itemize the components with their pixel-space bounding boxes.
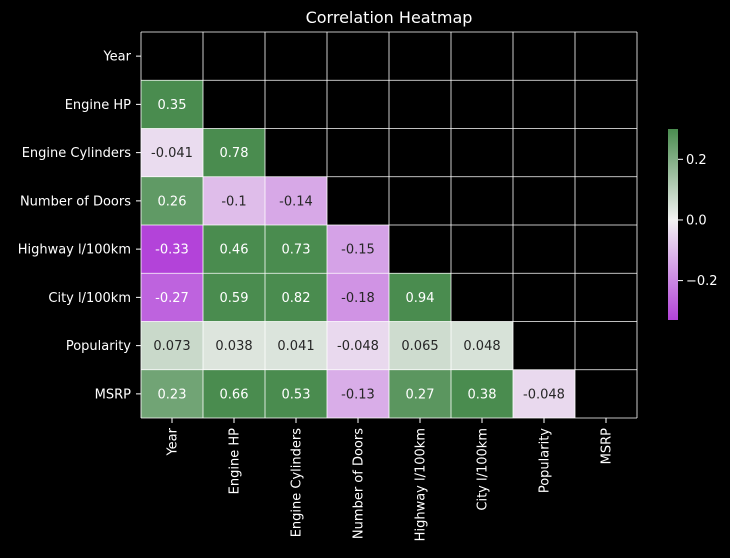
cell-value-label: 0.66 bbox=[220, 387, 249, 402]
colorbar-gradient bbox=[668, 129, 678, 320]
colorbar-tick-label: 0.0 bbox=[686, 213, 707, 228]
cell-value-label: 0.065 bbox=[401, 339, 438, 354]
heatmap-cell bbox=[141, 80, 203, 129]
cell-value-label: -0.1 bbox=[221, 194, 246, 209]
cell-value-label: 0.73 bbox=[282, 243, 311, 258]
cell-value-label: 0.038 bbox=[215, 339, 252, 354]
x-axis: Year Engine HP Engine Cylinders Number of D… bbox=[166, 418, 615, 541]
colorbar-tick-label: −0.2 bbox=[686, 274, 718, 289]
cell-value-label: 0.82 bbox=[282, 291, 311, 306]
heatmap-cell bbox=[327, 369, 389, 418]
cell-value-label: 0.35 bbox=[158, 98, 187, 113]
y-tick-label: Year bbox=[102, 50, 131, 65]
chart-title: Correlation Heatmap bbox=[306, 8, 473, 27]
heatmap-cell bbox=[265, 273, 327, 322]
heatmap-gridlines bbox=[140, 31, 638, 419]
cell-value-label: -0.048 bbox=[337, 339, 379, 354]
x-tick-label: Engine Cylinders bbox=[290, 428, 305, 538]
cell-value-label: 0.94 bbox=[406, 291, 435, 306]
heatmap-cell bbox=[389, 273, 451, 322]
cell-value-label: 0.073 bbox=[153, 339, 190, 354]
colorbar: 0.2 0.0 −0.2 bbox=[668, 129, 718, 320]
heatmap-cell bbox=[451, 369, 513, 418]
heatmap-cell bbox=[141, 176, 203, 225]
heatmap-cell bbox=[265, 176, 327, 225]
heatmap-cell bbox=[513, 369, 575, 418]
x-tick-label: Highway l/100km bbox=[414, 428, 429, 541]
heatmap-cell bbox=[141, 225, 203, 274]
cell-value-label: -0.14 bbox=[279, 194, 313, 209]
cell-value-label: 0.26 bbox=[158, 194, 187, 209]
heatmap-cell bbox=[203, 369, 265, 418]
cell-value-label: -0.13 bbox=[341, 387, 375, 402]
cell-value-label: 0.041 bbox=[277, 339, 314, 354]
heatmap-cell bbox=[141, 273, 203, 322]
heatmap-cell bbox=[203, 128, 265, 177]
y-tick-label: Engine Cylinders bbox=[22, 146, 132, 161]
cell-value-label: 0.78 bbox=[220, 146, 249, 161]
cell-value-label: -0.33 bbox=[155, 243, 189, 258]
heatmap-cell bbox=[265, 369, 327, 418]
y-tick-label: Number of Doors bbox=[20, 194, 131, 209]
heatmap-cell bbox=[389, 369, 451, 418]
cell-value-label: -0.27 bbox=[155, 291, 189, 306]
heatmap-cell bbox=[203, 273, 265, 322]
x-tick-label: City l/100km bbox=[476, 428, 491, 511]
x-tick-label: Popularity bbox=[538, 428, 553, 493]
heatmap-cell bbox=[327, 225, 389, 274]
cell-value-label: 0.38 bbox=[468, 387, 497, 402]
heatmap-cell bbox=[451, 321, 513, 370]
x-tick-label: Year bbox=[166, 427, 181, 456]
x-tick-label: Engine HP bbox=[228, 428, 243, 494]
heatmap-cells bbox=[141, 80, 575, 418]
y-tick-label: Highway l/100km bbox=[18, 243, 131, 258]
cell-value-label: 0.59 bbox=[220, 291, 249, 306]
heatmap-cell bbox=[327, 321, 389, 370]
cell-value-label: 0.53 bbox=[282, 387, 311, 402]
cell-value-labels: 0.35 -0.041 0.78 0.26 -0.1 -0.14 -0.33 0.46 0.73… bbox=[151, 98, 565, 403]
y-tick-label: MSRP bbox=[95, 387, 132, 402]
cell-value-label: 0.27 bbox=[406, 387, 435, 402]
x-tick-label: MSRP bbox=[600, 428, 615, 465]
y-axis: Year Engine HP Engine Cylinders Number of D… bbox=[18, 50, 141, 402]
heatmap-cell bbox=[203, 176, 265, 225]
cell-value-label: -0.041 bbox=[151, 146, 193, 161]
heatmap-cell bbox=[141, 369, 203, 418]
colorbar-tick-label: 0.2 bbox=[686, 153, 707, 168]
cell-value-label: -0.048 bbox=[523, 387, 565, 402]
y-tick-label: City l/100km bbox=[48, 291, 131, 306]
y-tick-label: Engine HP bbox=[65, 98, 131, 113]
cell-value-label: -0.15 bbox=[341, 243, 375, 258]
cell-value-label: 0.048 bbox=[463, 339, 500, 354]
heatmap-cell bbox=[141, 128, 203, 177]
heatmap-cell bbox=[389, 321, 451, 370]
y-tick-label: Popularity bbox=[66, 339, 131, 354]
heatmap-cell bbox=[265, 225, 327, 274]
cell-value-label: 0.23 bbox=[158, 387, 187, 402]
heatmap-cell bbox=[265, 321, 327, 370]
heatmap-cell bbox=[327, 273, 389, 322]
heatmap-cell bbox=[203, 321, 265, 370]
cell-value-label: 0.46 bbox=[220, 243, 249, 258]
cell-value-label: -0.18 bbox=[341, 291, 375, 306]
x-tick-label: Number of Doors bbox=[352, 428, 367, 539]
heatmap-cell bbox=[141, 321, 203, 370]
heatmap-cell bbox=[203, 225, 265, 274]
